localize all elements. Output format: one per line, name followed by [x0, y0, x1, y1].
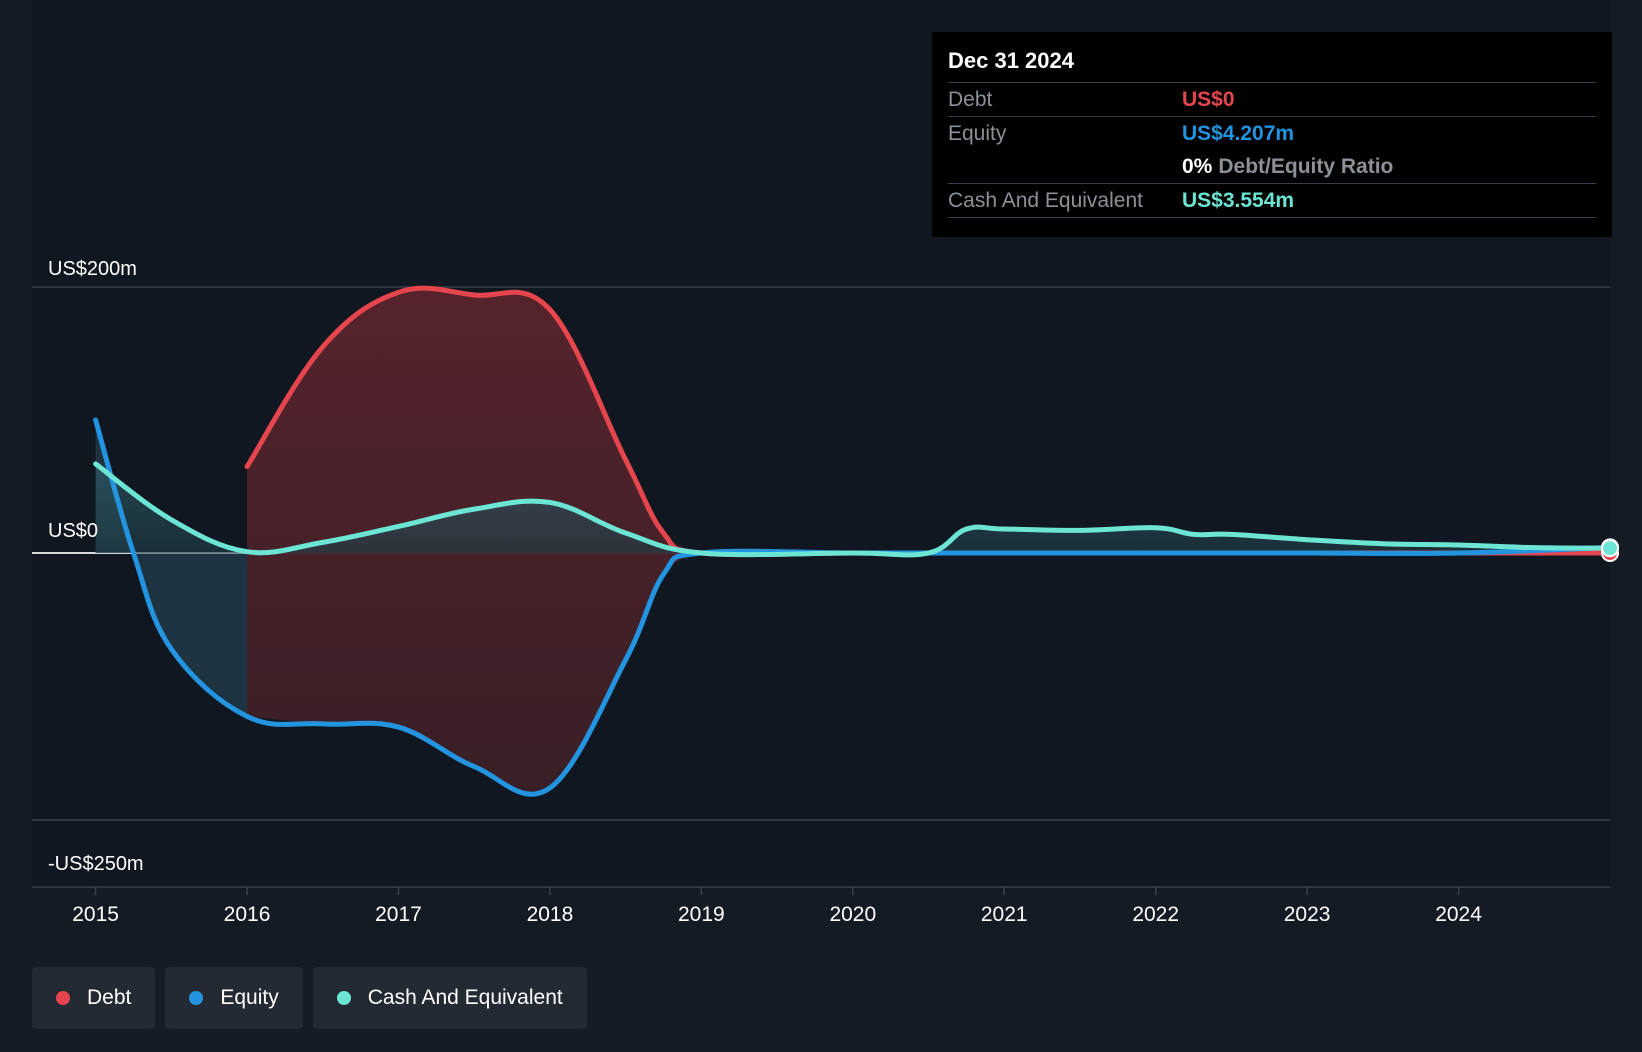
- series-line-cash-and-equivalent: [93, 461, 1613, 558]
- legend-dot-debt: [56, 991, 70, 1005]
- tooltip-equity-label: Equity: [948, 122, 1007, 145]
- legend-dot-equity: [189, 991, 204, 1005]
- legend-label-equity: Equity: [220, 986, 279, 1009]
- hover-tooltip: Dec 31 2024 Debt US$0 Equity US$4.207m 0…: [932, 32, 1612, 237]
- tooltip-equity-value: US$4.207m: [1182, 122, 1295, 145]
- tooltip-equity-row: Equity US$4.207m: [948, 116, 1596, 150]
- x-tick-label: 2020: [829, 903, 876, 926]
- y-axis-label: -US$250m: [48, 853, 144, 875]
- x-tick-label: 2019: [678, 903, 725, 926]
- x-tick-label: 2024: [1435, 903, 1482, 926]
- legend-item-equity[interactable]: Equity: [165, 967, 303, 1029]
- tooltip-cash-label: Cash And Equivalent: [948, 189, 1143, 212]
- tooltip-ratio-row: 0% Debt/Equity Ratio: [948, 150, 1596, 183]
- legend-label-cash: Cash And Equivalent: [367, 986, 563, 1009]
- legend-label-debt: Debt: [87, 986, 132, 1009]
- tooltip-cash-value: US$3.554m: [1182, 189, 1295, 212]
- tooltip-date: Dec 31 2024: [948, 48, 1074, 73]
- y-axis-label: US$200m: [48, 258, 137, 280]
- cash-area: [95, 463, 1610, 555]
- y-axis-label: US$0: [48, 520, 98, 542]
- tooltip-debt-label: Debt: [948, 88, 993, 111]
- legend-dot-cash: [336, 991, 351, 1005]
- legend-item-debt[interactable]: Debt: [32, 967, 156, 1029]
- series-line-equity: [93, 417, 1613, 797]
- tooltip-debt-row: Debt US$0: [948, 82, 1596, 116]
- tooltip-ratio-value: 0%: [1182, 155, 1213, 178]
- equity-area: [95, 420, 248, 717]
- chart-legend: Debt Equity Cash And Equivalent: [32, 967, 587, 1029]
- tooltip-cash-row: Cash And Equivalent US$3.554m: [948, 183, 1596, 218]
- x-tick-label: 2017: [375, 903, 422, 926]
- x-tick-label: 2022: [1132, 903, 1179, 926]
- tooltip-debt-value: US$0: [1182, 88, 1235, 111]
- x-tick-label: 2015: [72, 903, 119, 926]
- legend-item-cash[interactable]: Cash And Equivalent: [312, 967, 587, 1029]
- tooltip-ratio-label: Debt/Equity Ratio: [1218, 155, 1394, 178]
- x-tick-label: 2023: [1284, 903, 1331, 926]
- x-tick-label: 2021: [981, 903, 1028, 926]
- end-marker-cash-and-equivalent: [1601, 539, 1619, 558]
- x-tick-label: 2016: [224, 903, 271, 926]
- x-tick-label: 2018: [527, 903, 574, 926]
